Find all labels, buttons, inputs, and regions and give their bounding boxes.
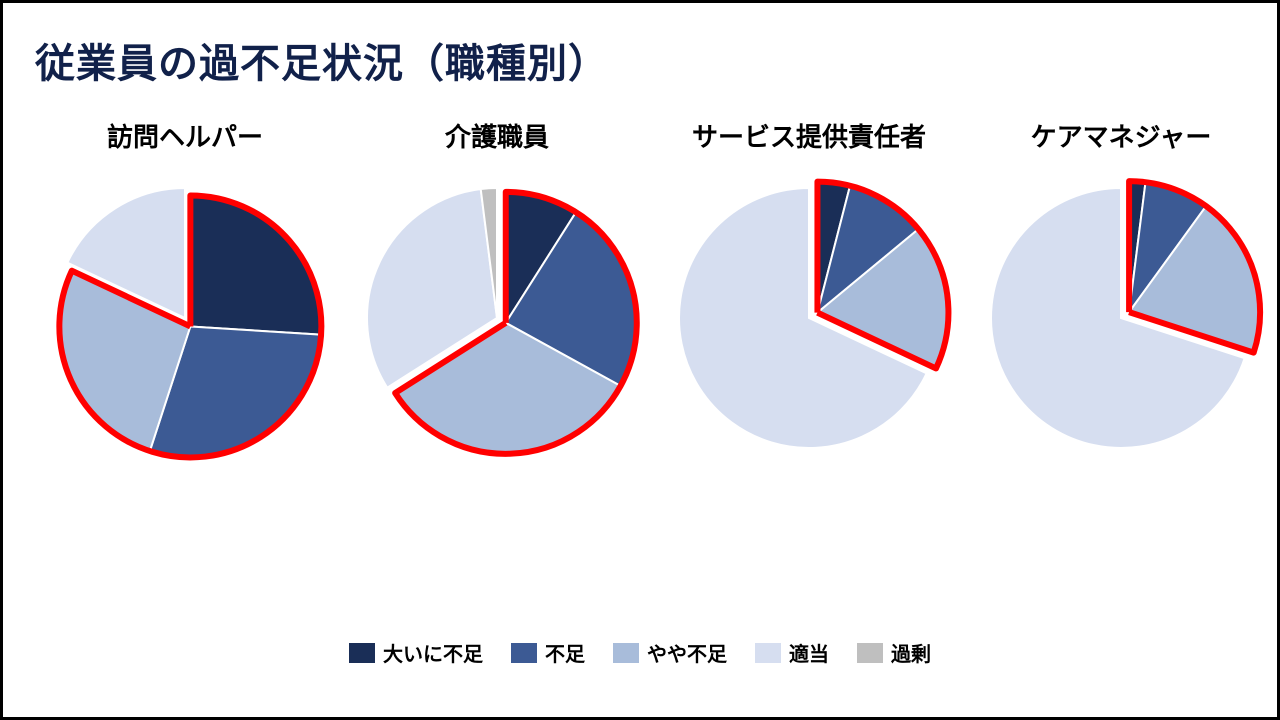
legend-label: 大いに不足	[383, 638, 483, 667]
page-title: 従業員の過不足状況（職種別）	[35, 31, 1245, 89]
pie-chart	[35, 168, 335, 468]
legend-label: 不足	[545, 638, 585, 667]
pie-wrap	[971, 168, 1271, 468]
legend-item-severe_shortage: 大いに不足	[349, 638, 483, 667]
chart-title: 介護職員	[445, 117, 549, 154]
chart-column: サービス提供責任者	[659, 117, 959, 628]
legend: 大いに不足 不足 やや不足 適当 過剰	[35, 638, 1245, 667]
pie-wrap	[35, 168, 335, 468]
legend-swatch	[613, 643, 639, 663]
legend-item-slight_shortage: やや不足	[613, 638, 727, 667]
legend-item-adequate: 適当	[755, 638, 829, 667]
pie-chart	[347, 168, 647, 468]
legend-label: 過剰	[891, 638, 931, 667]
legend-label: 適当	[789, 638, 829, 667]
legend-label: やや不足	[647, 638, 727, 667]
chart-title: ケアマネジャー	[1031, 117, 1212, 154]
chart-frame: 従業員の過不足状況（職種別） 訪問ヘルパー 介護職員 サービス提供責任者 ケアマネジャ…	[0, 0, 1280, 720]
chart-title: サービス提供責任者	[692, 117, 926, 154]
chart-column: 訪問ヘルパー	[35, 117, 335, 628]
legend-item-shortage: 不足	[511, 638, 585, 667]
pie-wrap	[347, 168, 647, 468]
legend-swatch	[857, 643, 883, 663]
legend-item-excess: 過剰	[857, 638, 931, 667]
legend-swatch	[511, 643, 537, 663]
chart-column: ケアマネジャー	[971, 117, 1271, 628]
legend-swatch	[349, 643, 375, 663]
pie-chart	[659, 168, 959, 468]
chart-title: 訪問ヘルパー	[107, 117, 263, 154]
legend-swatch	[755, 643, 781, 663]
pie-chart	[971, 168, 1271, 468]
chart-column: 介護職員	[347, 117, 647, 628]
pie-slice-severe_shortage	[190, 196, 320, 334]
pie-wrap	[659, 168, 959, 468]
charts-row: 訪問ヘルパー 介護職員 サービス提供責任者 ケアマネジャー	[35, 117, 1245, 628]
